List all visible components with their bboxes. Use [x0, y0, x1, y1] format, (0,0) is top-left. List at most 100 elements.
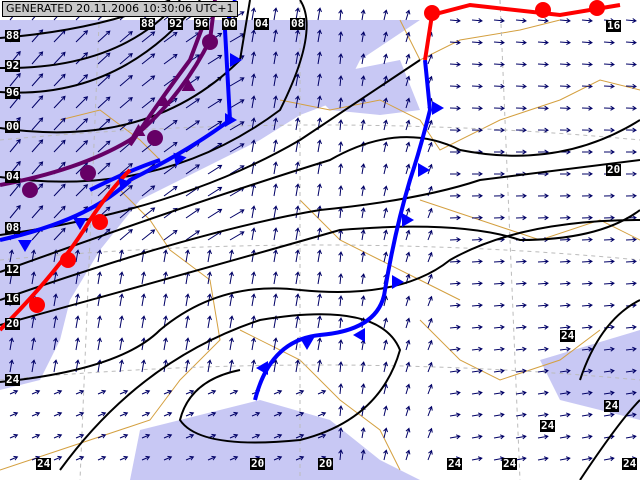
wind-arrow: [207, 186, 223, 197]
wind-arrow: [75, 315, 80, 329]
wind-arrow: [31, 271, 36, 285]
wind-arrow: [141, 433, 151, 439]
wind-arrow: [581, 83, 593, 89]
wind-arrow: [31, 359, 36, 373]
wind-arrow: [273, 29, 278, 43]
wind-arrow: [295, 29, 300, 43]
isobar-label: 88: [140, 17, 156, 30]
wind-arrow: [163, 411, 173, 417]
wind-arrow: [449, 346, 461, 352]
wind-arrow: [603, 280, 615, 286]
wind-arrow: [53, 95, 66, 109]
wind-arrow: [581, 193, 593, 199]
wind-arrow: [53, 455, 63, 461]
wind-arrow: [185, 389, 195, 395]
isobar-label: 16: [5, 292, 21, 305]
wind-arrow: [185, 315, 190, 329]
wind-arrow: [273, 73, 278, 87]
wind-arrow: [53, 389, 63, 395]
wind-arrow: [383, 53, 388, 65]
wind-arrow: [119, 359, 124, 373]
wind-arrow: [273, 271, 278, 285]
wind-arrow: [229, 389, 239, 395]
wind-arrow: [559, 215, 571, 221]
wind-arrow: [185, 359, 190, 373]
isobar-label: 20: [318, 457, 334, 470]
wind-arrow: [119, 315, 124, 329]
wind-arrow: [603, 412, 615, 418]
wind-arrow: [295, 389, 305, 395]
wind-arrow: [383, 251, 388, 263]
wind-arrow: [273, 359, 278, 373]
wind-arrow: [207, 411, 217, 417]
wind-arrow: [9, 433, 19, 439]
wind-arrow: [141, 411, 151, 417]
wind-arrow: [229, 209, 245, 219]
wind-arrow: [405, 449, 411, 461]
isobar-label: 04: [254, 17, 270, 30]
wind-arrow: [405, 229, 411, 241]
wind-arrow: [251, 411, 261, 417]
wind-arrow: [405, 383, 411, 395]
isobar-label: 12: [5, 263, 21, 276]
wind-arrow: [405, 361, 411, 373]
wind-arrow: [9, 182, 21, 197]
wind-arrow: [97, 184, 111, 197]
wind-arrow: [317, 205, 322, 219]
wind-arrow: [163, 293, 168, 307]
wind-arrow: [360, 163, 366, 175]
wind-arrow: [251, 51, 256, 65]
wind-arrow: [493, 280, 505, 286]
wind-arrow: [383, 163, 388, 175]
wind-arrow: [449, 324, 461, 330]
front-triangle-icon: [256, 361, 268, 375]
wind-arrow: [338, 31, 344, 43]
wind-arrow: [471, 61, 483, 67]
wind-arrow: [559, 412, 571, 418]
wind-arrow: [427, 273, 433, 285]
wind-arrow: [471, 237, 483, 243]
wind-arrow: [295, 433, 305, 439]
wind-arrow: [360, 449, 366, 461]
wind-arrow: [471, 259, 483, 265]
wind-arrow: [471, 18, 483, 24]
isobar-label: 20: [5, 317, 21, 330]
isobar-label: 00: [5, 120, 21, 133]
wind-arrow: [625, 368, 637, 374]
wind-arrow: [338, 295, 344, 307]
wind-arrow: [229, 271, 234, 285]
wind-arrow: [493, 18, 505, 24]
wind-arrow: [360, 53, 366, 65]
wind-arrow: [625, 61, 637, 67]
wind-arrow: [581, 127, 593, 133]
wind-arrow: [185, 208, 200, 219]
wind-arrow: [625, 127, 637, 133]
wind-arrow: [97, 315, 102, 329]
wind-arrow: [449, 61, 461, 67]
wind-arrow: [317, 249, 322, 263]
wind-arrow: [537, 259, 549, 265]
wind-arrow: [603, 215, 615, 221]
wind-arrow: [581, 105, 593, 111]
wind-arrow: [317, 433, 327, 439]
wind-arrow: [338, 449, 344, 461]
wind-arrow: [75, 96, 89, 109]
wind-arrow: [449, 390, 461, 396]
wind-arrow: [141, 97, 156, 109]
wind-arrow: [581, 346, 593, 352]
wind-arrow: [207, 389, 217, 395]
wind-arrow: [9, 204, 21, 219]
wind-arrow: [427, 449, 433, 461]
wind-arrow: [581, 456, 593, 462]
wind-arrow: [493, 368, 505, 374]
wind-arrow: [163, 249, 168, 263]
wind-arrow: [383, 9, 388, 21]
wind-arrow: [75, 140, 89, 153]
front-triangle-icon: [156, 93, 171, 107]
wind-arrow: [31, 117, 44, 131]
wind-arrow: [383, 185, 388, 197]
wind-arrow: [515, 193, 527, 199]
wind-arrow: [338, 317, 344, 329]
wind-arrow: [141, 389, 151, 395]
wind-arrow: [515, 127, 527, 133]
